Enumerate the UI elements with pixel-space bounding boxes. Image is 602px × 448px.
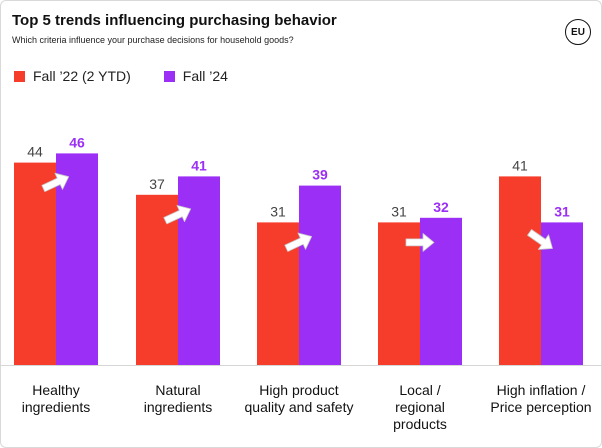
category-label-line: ingredients [144, 399, 213, 415]
legend: Fall ’22 (2 YTD) Fall ’24 [14, 68, 261, 84]
category-label-line: products [393, 416, 447, 432]
data-label-fall-24-5: 31 [554, 203, 570, 219]
category-label-5: High inflation / Price perception [490, 382, 591, 415]
bar-fall-24-2 [178, 176, 220, 365]
bar-fall-24-3 [299, 185, 341, 365]
data-label-fall-22-2: 37 [149, 176, 165, 192]
data-label-fall-22-5: 41 [512, 157, 528, 173]
legend-label-series-1: Fall ’22 (2 YTD) [33, 68, 131, 84]
trend-arrow-shape [527, 229, 553, 250]
chart-title: Top 5 trends influencing purchasing beha… [12, 12, 337, 29]
category-label-3: High product quality and safety [245, 382, 354, 415]
trend-arrow-shape [405, 232, 435, 252]
trend-up-arrow-icon [284, 232, 313, 252]
trend-right-arrow-icon [405, 232, 435, 252]
trend-down-arrow-icon [527, 229, 553, 250]
trend-arrow-shape [41, 172, 70, 193]
trend-arrow-shape [163, 204, 192, 225]
data-label-fall-22-4: 31 [391, 203, 407, 219]
category-label-line: Natural [155, 382, 200, 398]
legend-item-series-2: Fall ’24 [163, 68, 228, 84]
bar-fall-22-1 [14, 162, 56, 365]
chart-subtitle: Which criteria influence your purchase d… [12, 35, 294, 45]
region-badge: EU [565, 19, 591, 45]
legend-item-series-1: Fall ’22 (2 YTD) [14, 68, 131, 84]
bar-fall-22-5 [499, 176, 541, 365]
category-label-line: regional [395, 399, 445, 415]
trend-up-arrow-icon [41, 172, 70, 193]
data-label-fall-24-2: 41 [191, 157, 207, 173]
legend-swatch-series-1 [14, 70, 25, 82]
category-label-2: Natural ingredients [144, 382, 213, 415]
category-label-line: ingredients [22, 399, 91, 415]
data-label-fall-24-1: 46 [69, 134, 85, 150]
data-label-fall-22-1: 44 [27, 144, 43, 160]
category-label-line: High product [259, 382, 338, 398]
bar-fall-22-2 [136, 194, 178, 365]
category-label-line: quality and safety [245, 399, 354, 415]
category-label-4: Local / regional products [393, 382, 447, 432]
data-label-fall-22-3: 31 [270, 203, 286, 219]
trend-arrow-shape [284, 232, 313, 252]
category-label-line: Price perception [490, 399, 591, 415]
category-label-line: Healthy [32, 382, 79, 398]
legend-label-series-2: Fall ’24 [182, 68, 228, 84]
legend-swatch-series-2 [163, 70, 175, 82]
category-label-line: High inflation / [497, 382, 586, 398]
data-label-fall-24-3: 39 [312, 167, 328, 183]
trend-up-arrow-icon [163, 204, 192, 225]
category-label-line: Local / [399, 382, 440, 398]
data-label-fall-24-4: 32 [433, 199, 449, 215]
category-label-1: Healthy ingredients [22, 382, 91, 415]
